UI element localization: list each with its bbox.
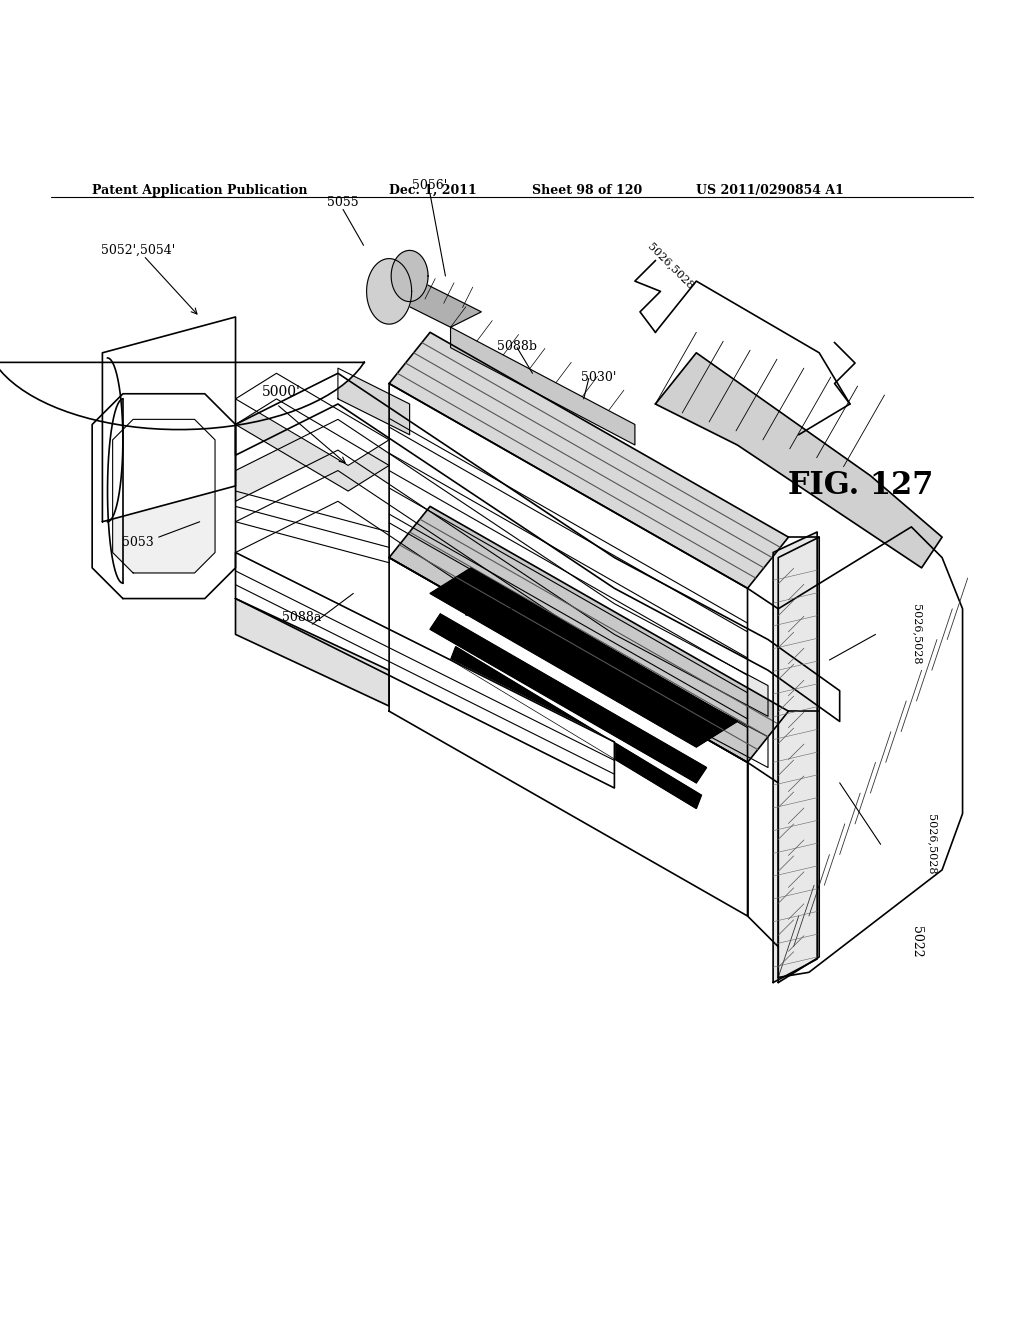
Text: 5088a: 5088a xyxy=(283,611,322,624)
Text: 5056': 5056' xyxy=(413,180,447,191)
Polygon shape xyxy=(389,507,788,763)
Polygon shape xyxy=(236,420,768,717)
Polygon shape xyxy=(0,347,365,429)
Polygon shape xyxy=(389,557,748,916)
Polygon shape xyxy=(92,393,236,598)
Polygon shape xyxy=(236,374,389,466)
Text: Patent Application Publication: Patent Application Publication xyxy=(92,183,307,197)
Polygon shape xyxy=(389,333,788,589)
Polygon shape xyxy=(389,384,748,763)
Text: Dec. 1, 2011: Dec. 1, 2011 xyxy=(389,183,477,197)
Polygon shape xyxy=(655,352,942,568)
Polygon shape xyxy=(778,527,963,977)
Polygon shape xyxy=(236,399,389,491)
Text: 5000': 5000' xyxy=(262,385,301,399)
Polygon shape xyxy=(451,647,701,808)
Text: 5053: 5053 xyxy=(122,536,155,549)
Polygon shape xyxy=(451,327,635,445)
Text: 5022: 5022 xyxy=(910,925,923,957)
Text: FIG. 127: FIG. 127 xyxy=(788,470,934,502)
Polygon shape xyxy=(236,470,768,767)
Polygon shape xyxy=(102,317,236,521)
Polygon shape xyxy=(113,420,215,573)
Text: 5030': 5030' xyxy=(582,371,616,384)
Text: 5088b: 5088b xyxy=(497,339,538,352)
Polygon shape xyxy=(367,259,412,325)
Polygon shape xyxy=(778,537,819,982)
Polygon shape xyxy=(430,568,737,747)
Text: 5060': 5060' xyxy=(464,606,499,619)
Text: Sheet 98 of 120: Sheet 98 of 120 xyxy=(532,183,643,197)
Text: 5026,5028: 5026,5028 xyxy=(927,814,937,875)
Text: US 2011/0290854 A1: US 2011/0290854 A1 xyxy=(696,183,844,197)
Text: 5052',5054': 5052',5054' xyxy=(101,244,175,257)
Polygon shape xyxy=(236,598,389,706)
Polygon shape xyxy=(338,368,410,434)
Polygon shape xyxy=(236,374,840,722)
Polygon shape xyxy=(773,532,817,982)
Text: 5026,5028: 5026,5028 xyxy=(911,605,922,665)
Text: 5026,5028: 5026,5028 xyxy=(646,240,695,290)
Polygon shape xyxy=(369,271,481,327)
Text: 5055: 5055 xyxy=(328,197,358,210)
Polygon shape xyxy=(430,614,707,783)
Polygon shape xyxy=(236,553,614,788)
Polygon shape xyxy=(391,251,428,301)
